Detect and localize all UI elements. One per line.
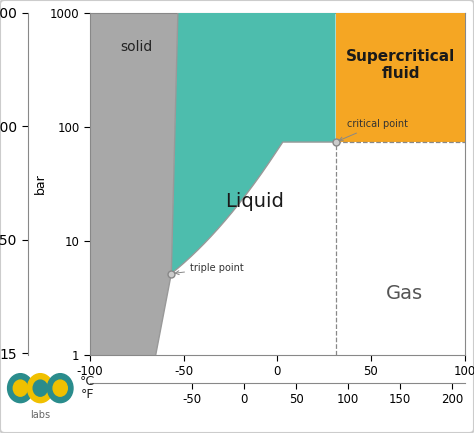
Circle shape bbox=[33, 380, 47, 396]
Y-axis label: bar: bar bbox=[34, 174, 47, 194]
Text: °F: °F bbox=[81, 388, 94, 401]
Text: Liquid: Liquid bbox=[225, 193, 284, 211]
Text: °C: °C bbox=[80, 375, 95, 388]
Circle shape bbox=[47, 374, 73, 403]
Text: Gas: Gas bbox=[386, 284, 423, 303]
Text: Supercritical
fluid: Supercritical fluid bbox=[346, 49, 456, 81]
Text: triple point: triple point bbox=[175, 263, 244, 275]
Polygon shape bbox=[336, 13, 465, 142]
Circle shape bbox=[27, 374, 53, 403]
Polygon shape bbox=[90, 13, 178, 389]
Text: solid: solid bbox=[121, 40, 153, 54]
Circle shape bbox=[53, 380, 67, 396]
Text: labs: labs bbox=[30, 410, 50, 420]
Polygon shape bbox=[171, 13, 336, 274]
Circle shape bbox=[13, 380, 27, 396]
Text: critical point: critical point bbox=[339, 119, 408, 141]
Circle shape bbox=[8, 374, 33, 403]
